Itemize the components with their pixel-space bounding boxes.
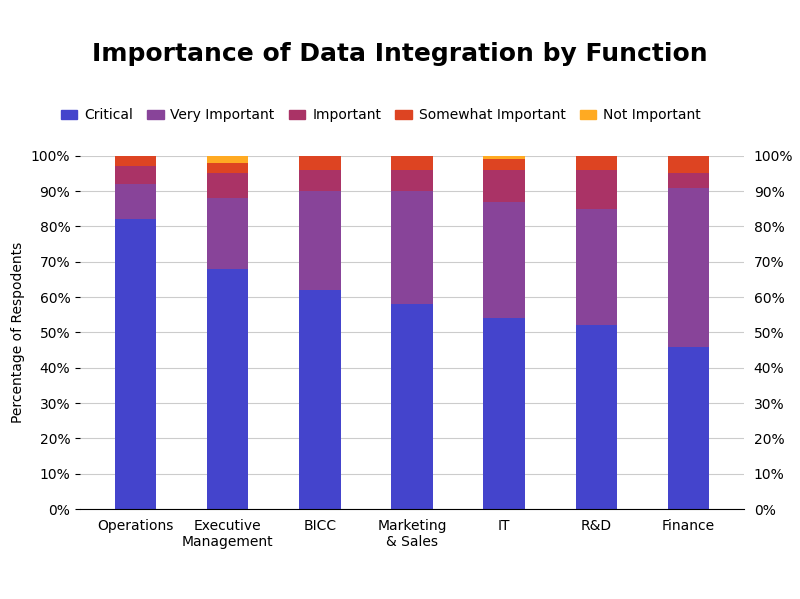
- Bar: [114, 184, 156, 219]
- Bar: [207, 156, 248, 163]
- Bar: [299, 191, 341, 290]
- Bar: [391, 191, 433, 304]
- Bar: [391, 156, 433, 170]
- Bar: [299, 156, 341, 170]
- Bar: [483, 156, 525, 159]
- Bar: [207, 174, 248, 198]
- Bar: [668, 347, 710, 509]
- Bar: [483, 318, 525, 509]
- Legend: Critical, Very Important, Important, Somewhat Important, Not Important: Critical, Very Important, Important, Som…: [55, 103, 706, 128]
- Bar: [576, 209, 617, 325]
- Bar: [668, 174, 710, 187]
- Bar: [668, 187, 710, 347]
- Bar: [299, 170, 341, 191]
- Bar: [576, 325, 617, 509]
- Bar: [391, 170, 433, 191]
- Bar: [483, 159, 525, 170]
- Bar: [483, 170, 525, 202]
- Bar: [114, 156, 156, 167]
- Bar: [576, 156, 617, 170]
- Bar: [114, 167, 156, 184]
- Bar: [391, 304, 433, 509]
- Bar: [207, 198, 248, 269]
- Bar: [668, 156, 710, 174]
- Bar: [576, 170, 617, 209]
- Text: Importance of Data Integration by Function: Importance of Data Integration by Functi…: [92, 42, 708, 66]
- Bar: [483, 202, 525, 318]
- Bar: [207, 163, 248, 174]
- Bar: [207, 269, 248, 509]
- Y-axis label: Percentage of Respodents: Percentage of Respodents: [11, 242, 26, 423]
- Bar: [299, 290, 341, 509]
- Bar: [114, 219, 156, 509]
